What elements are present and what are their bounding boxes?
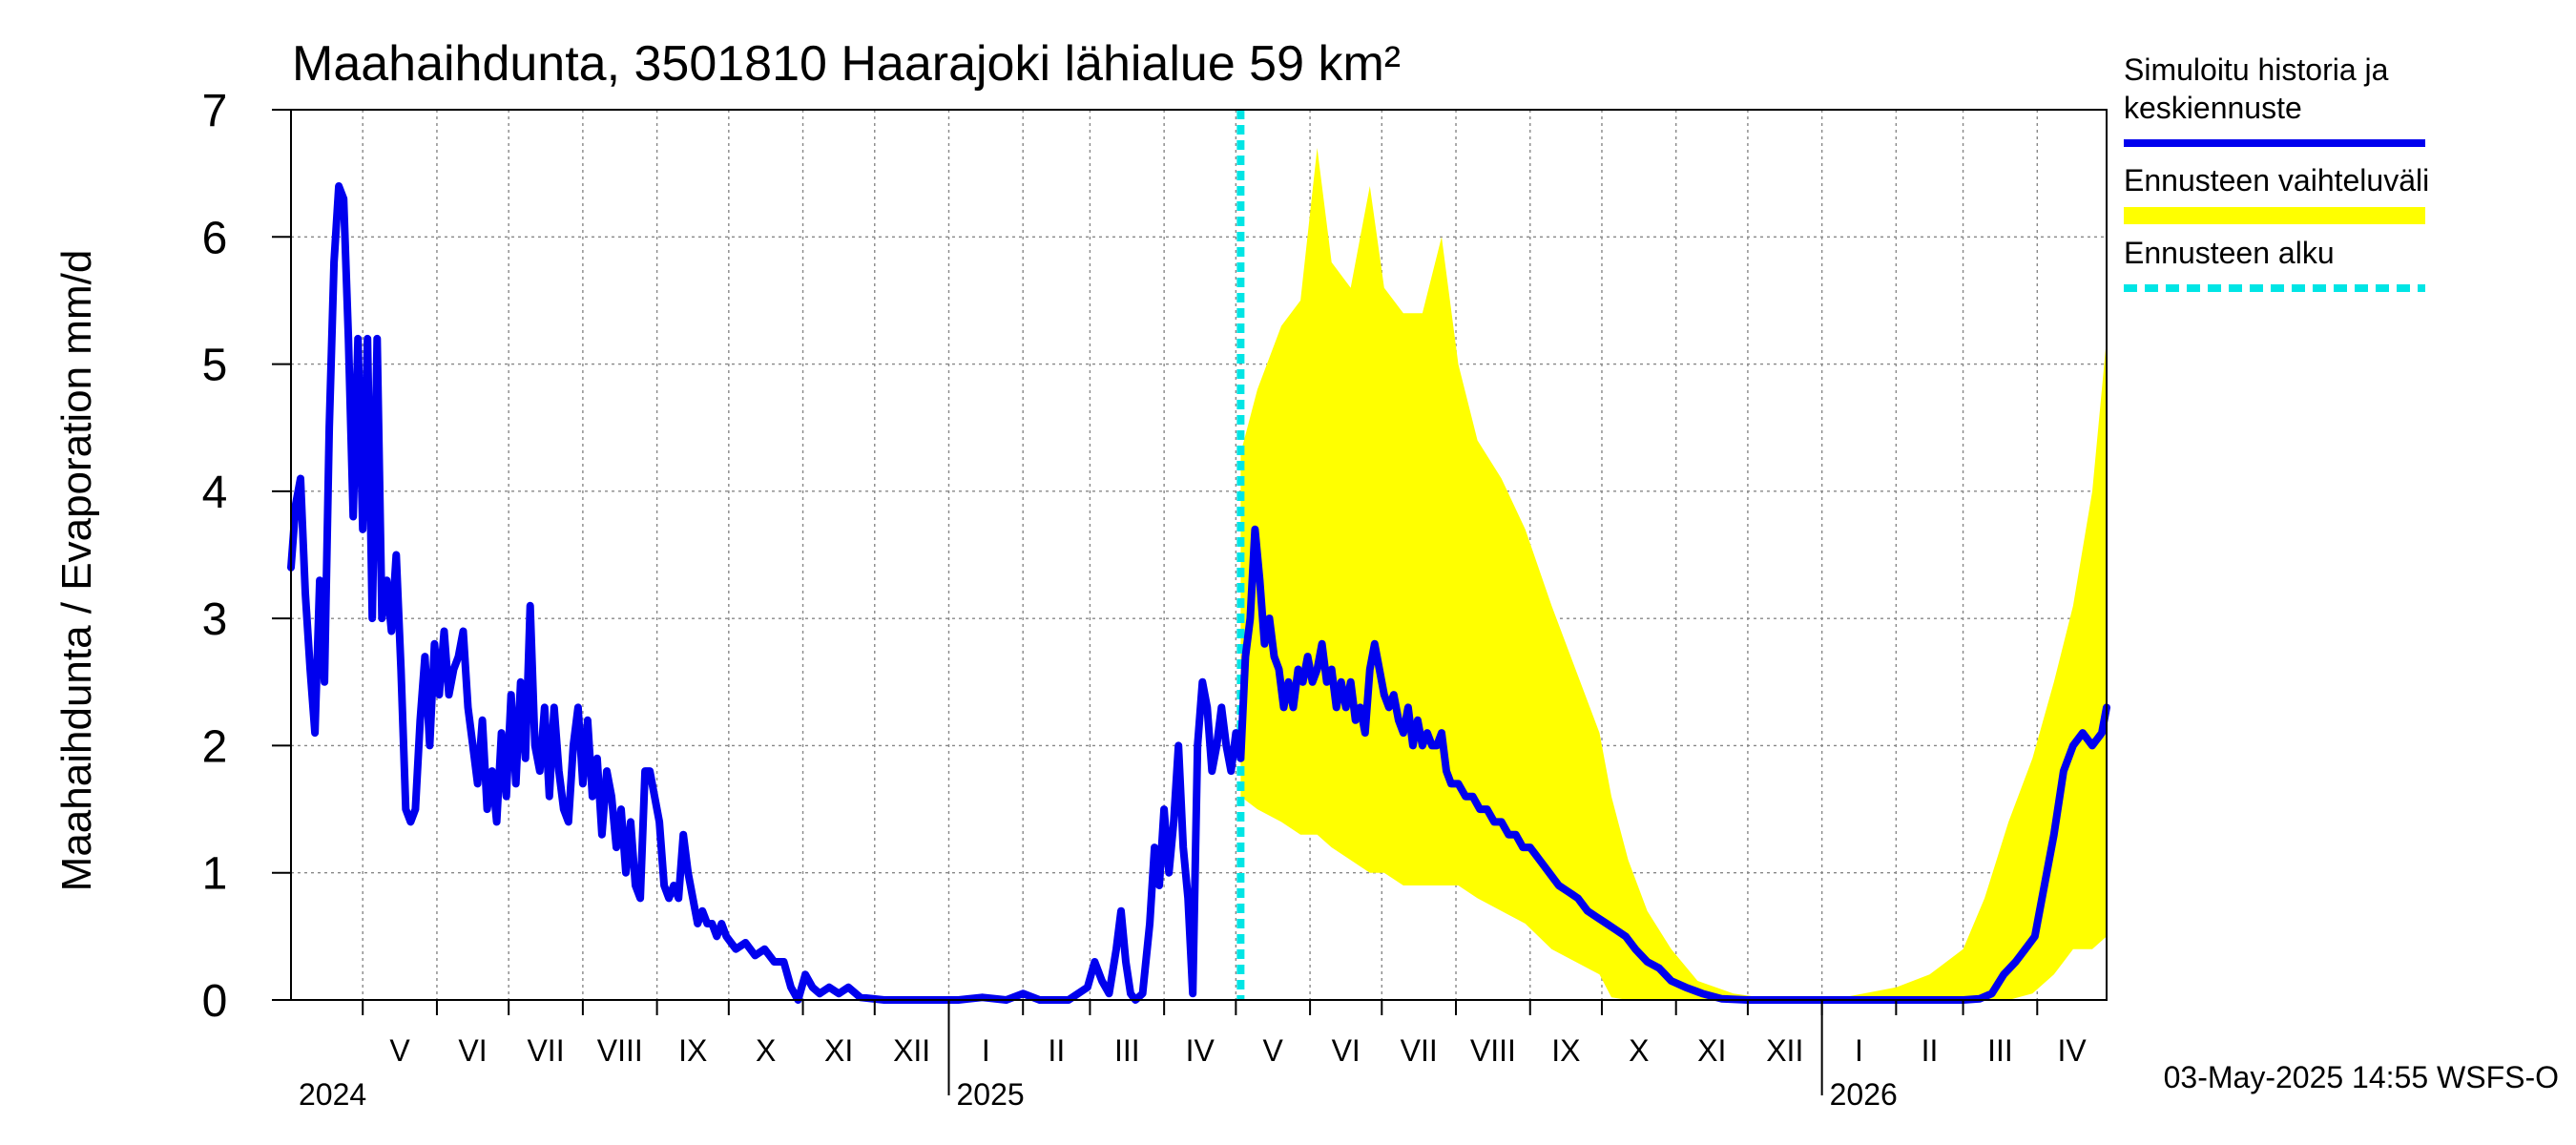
legend-label: Ennusteen vaihteluväli: [2124, 163, 2429, 198]
chart-title: Maahaihdunta, 3501810 Haarajoki lähialue…: [292, 36, 1401, 92]
month-label: I: [982, 1033, 990, 1068]
legend: Simuloitu historia ja keskiennuste Ennuste…: [2124, 52, 2429, 292]
month-label: IX: [1551, 1033, 1580, 1068]
legend-label: Simuloitu historia ja: [2124, 52, 2389, 87]
year-label: 2024: [299, 1077, 366, 1112]
month-label: III: [1114, 1033, 1140, 1068]
month-label: V: [389, 1033, 410, 1068]
month-label: XII: [893, 1033, 930, 1068]
y-tick-label: 5: [202, 341, 228, 391]
month-label: III: [1987, 1033, 2013, 1068]
y-tick-label: 1: [202, 849, 228, 900]
month-label: II: [1048, 1033, 1065, 1068]
simulated-history-line: [287, 182, 2110, 1004]
month-label: XI: [824, 1033, 853, 1068]
year-label: 2026: [1830, 1077, 1898, 1112]
month-label: XI: [1697, 1033, 1726, 1068]
plot-frame: [290, 109, 2108, 1001]
timestamp: 03-May-2025 14:55 WSFS-O: [2164, 1060, 2559, 1094]
month-label: IV: [2058, 1033, 2088, 1068]
month-label: VIII: [597, 1033, 643, 1068]
month-label: XII: [1766, 1033, 1803, 1068]
month-label: VI: [458, 1033, 487, 1068]
y-tick-label: 6: [202, 213, 228, 263]
month-label: II: [1922, 1033, 1939, 1068]
year-label: 2025: [956, 1077, 1024, 1112]
y-tick-label: 3: [202, 594, 228, 645]
y-tick-label: 0: [202, 976, 228, 1027]
y-tick-label: 4: [202, 468, 228, 518]
month-label: I: [1855, 1033, 1863, 1068]
legend-label: Ennusteen alku: [2124, 236, 2335, 270]
month-label: IV: [1186, 1033, 1215, 1068]
y-tick-label: 7: [202, 86, 228, 136]
month-label: VII: [527, 1033, 564, 1068]
month-label: VII: [1401, 1033, 1438, 1068]
simulated-mean-path: [287, 182, 2110, 1004]
x-axis-months: V VI VII VIII IX X XI XII I II III IV V VI VII VIII IX X X…: [362, 1000, 2088, 1068]
month-label: IX: [678, 1033, 707, 1068]
x-axis-years: 2024 2025 2026: [299, 1000, 1898, 1112]
month-label: V: [1263, 1033, 1284, 1068]
month-label: VI: [1332, 1033, 1361, 1068]
month-label: X: [756, 1033, 776, 1068]
month-label: VIII: [1470, 1033, 1516, 1068]
month-label: X: [1629, 1033, 1649, 1068]
y-tick-label: 2: [202, 721, 228, 772]
y-axis-ticks: 0 1 2 3 4 5 6 7: [202, 86, 291, 1027]
legend-label: keskiennuste: [2124, 91, 2302, 125]
y-axis-label: Maahaihdunta / Evaporation mm/d: [53, 250, 100, 892]
